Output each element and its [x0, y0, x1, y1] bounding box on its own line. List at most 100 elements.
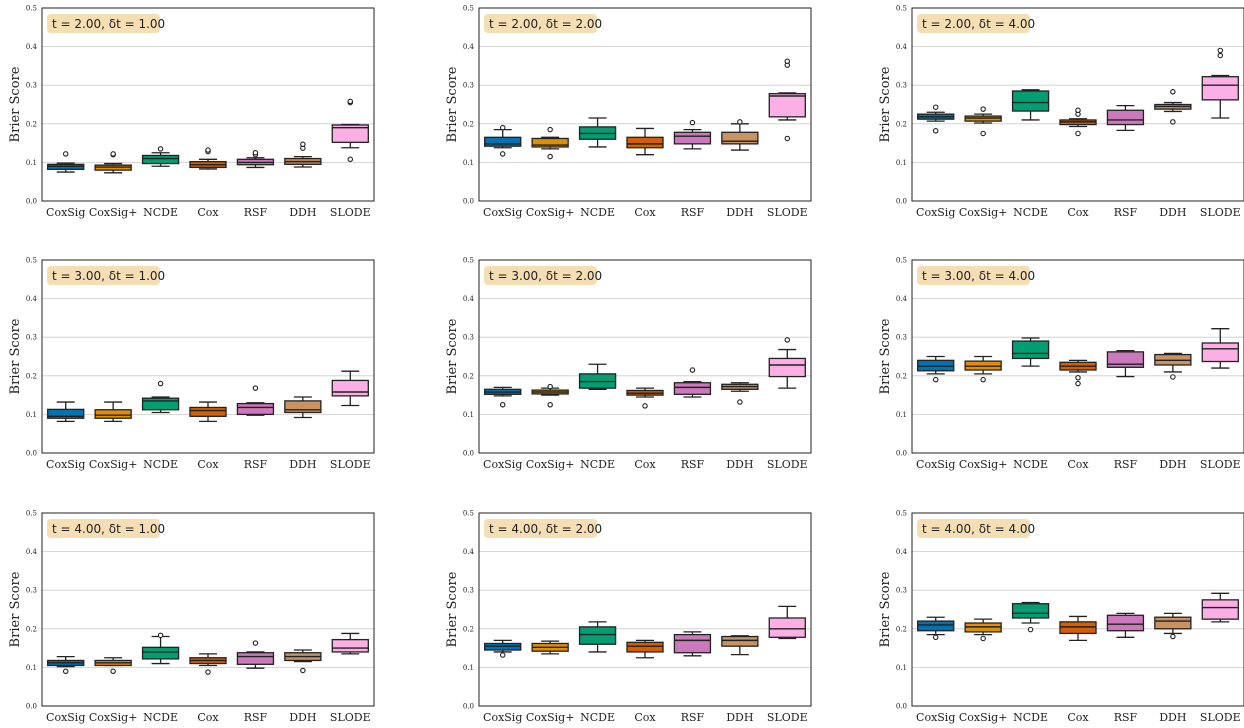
outlier-point — [737, 119, 743, 125]
y-axis-label: Brier Score — [445, 318, 460, 394]
y-tick-label: 0.5 — [896, 510, 907, 518]
box-ddh — [1154, 352, 1192, 380]
outlier-point — [1075, 130, 1081, 137]
y-tick-label: 0.2 — [26, 120, 37, 128]
y-axis-label: Brier Score — [445, 66, 460, 142]
y-tick-label: 0.5 — [463, 257, 474, 265]
y-axis-label: Brier Score — [878, 318, 893, 394]
y-tick-label: 0.3 — [896, 82, 907, 90]
box-coxsig — [917, 104, 955, 134]
outlier-point — [932, 634, 939, 641]
box-coxsig-plus — [964, 618, 1002, 642]
box-body — [47, 408, 85, 419]
x-tick-label: RSF — [681, 206, 705, 219]
y-tick-label: 0.0 — [896, 450, 907, 458]
x-tick-label: RSF — [244, 711, 268, 724]
box-cox — [626, 387, 664, 409]
box-coxsig — [47, 655, 85, 675]
x-tick-label: SLODE — [330, 458, 371, 471]
box-body — [673, 633, 712, 654]
box-body — [141, 646, 180, 660]
x-tick-label: Cox — [634, 206, 656, 219]
box-ddh — [284, 649, 322, 674]
outlier-point — [1217, 52, 1224, 59]
box-coxsig — [47, 401, 85, 422]
box-body — [768, 617, 806, 638]
subplot: 0.0 0.1 0.2 0.3 0.4 0.5 Brier Score CoxSig CoxSi… — [445, 5, 812, 219]
x-tick-label: CoxSig — [483, 711, 522, 724]
outlier-point — [980, 376, 986, 383]
x-tick-label: NCDE — [143, 206, 178, 219]
y-axis-label: Brier Score — [445, 571, 460, 647]
box-body — [484, 136, 522, 147]
y-axis-label: Brier Score — [8, 318, 23, 394]
y-tick-label: 0.2 — [463, 625, 474, 633]
subplot-title: t = 2.00, δt = 2.00 — [489, 17, 602, 31]
box-slode — [331, 632, 369, 655]
x-tick-label: DDH — [1159, 458, 1186, 471]
outlier-point — [157, 632, 164, 639]
subplot: 0.0 0.1 0.2 0.3 0.4 0.5 Brier Score CoxSig CoxSi… — [445, 510, 812, 724]
axes-frame — [911, 512, 1244, 707]
outlier-point — [784, 337, 791, 343]
title-badge — [917, 14, 1030, 33]
outlier-point — [499, 151, 506, 157]
outlier-point — [205, 669, 211, 675]
box-ddh — [284, 396, 322, 419]
box-cox — [626, 639, 664, 659]
box-slode — [1201, 47, 1239, 119]
outlier-point — [110, 668, 116, 675]
y-tick-label: 0.4 — [896, 548, 908, 556]
y-tick-label: 0.0 — [26, 450, 37, 458]
x-tick-label: CoxSig+ — [526, 458, 575, 471]
box-body — [1154, 616, 1192, 630]
box-body — [141, 154, 180, 165]
outlier-point — [1170, 374, 1176, 380]
outlier-point — [499, 652, 506, 658]
outlier-point — [737, 399, 743, 405]
box-coxsig-plus — [964, 355, 1002, 383]
x-tick-label: CoxSig — [916, 458, 955, 471]
x-tick-label: RSF — [1114, 458, 1138, 471]
y-tick-label: 0.2 — [26, 372, 37, 380]
box-ddh — [721, 635, 759, 656]
box-body — [141, 397, 180, 411]
axes-frame — [911, 259, 1244, 454]
x-tick-label: Cox — [634, 711, 656, 724]
box-cox — [189, 401, 227, 422]
subplot-title: t = 3.00, δt = 1.00 — [52, 269, 165, 283]
box-rsf — [236, 640, 275, 669]
outlier-point — [252, 640, 259, 646]
x-tick-label: NCDE — [1013, 206, 1048, 219]
x-tick-label: CoxSig — [916, 206, 955, 219]
y-tick-label: 0.4 — [896, 295, 908, 303]
title-badge — [47, 519, 160, 538]
x-tick-label: SLODE — [767, 206, 808, 219]
box-body — [626, 641, 664, 653]
x-tick-label: CoxSig — [483, 206, 522, 219]
box-body — [1201, 342, 1239, 363]
x-tick-label: RSF — [681, 711, 705, 724]
outlier-point — [62, 668, 69, 675]
y-tick-label: 0.5 — [896, 5, 907, 13]
y-tick-label: 0.3 — [26, 334, 37, 342]
box-coxsig — [484, 386, 522, 408]
box-body — [1011, 603, 1050, 619]
box-body — [236, 402, 275, 416]
box-cox — [1059, 359, 1097, 387]
box-rsf — [236, 150, 275, 169]
y-tick-label: 0.2 — [896, 372, 907, 380]
outlier-point — [499, 124, 506, 131]
x-tick-label: SLODE — [767, 458, 808, 471]
title-badge — [917, 519, 1030, 538]
box-slode — [331, 370, 369, 407]
x-tick-label: DDH — [726, 711, 753, 724]
outlier-point — [642, 403, 648, 409]
x-tick-label: NCDE — [580, 458, 615, 471]
axes-frame — [41, 512, 375, 707]
y-tick-label: 0.2 — [896, 120, 907, 128]
outlier-point — [300, 667, 306, 674]
x-tick-label: CoxSig+ — [89, 206, 138, 219]
box-body — [626, 136, 664, 149]
box-slode — [1201, 328, 1239, 369]
